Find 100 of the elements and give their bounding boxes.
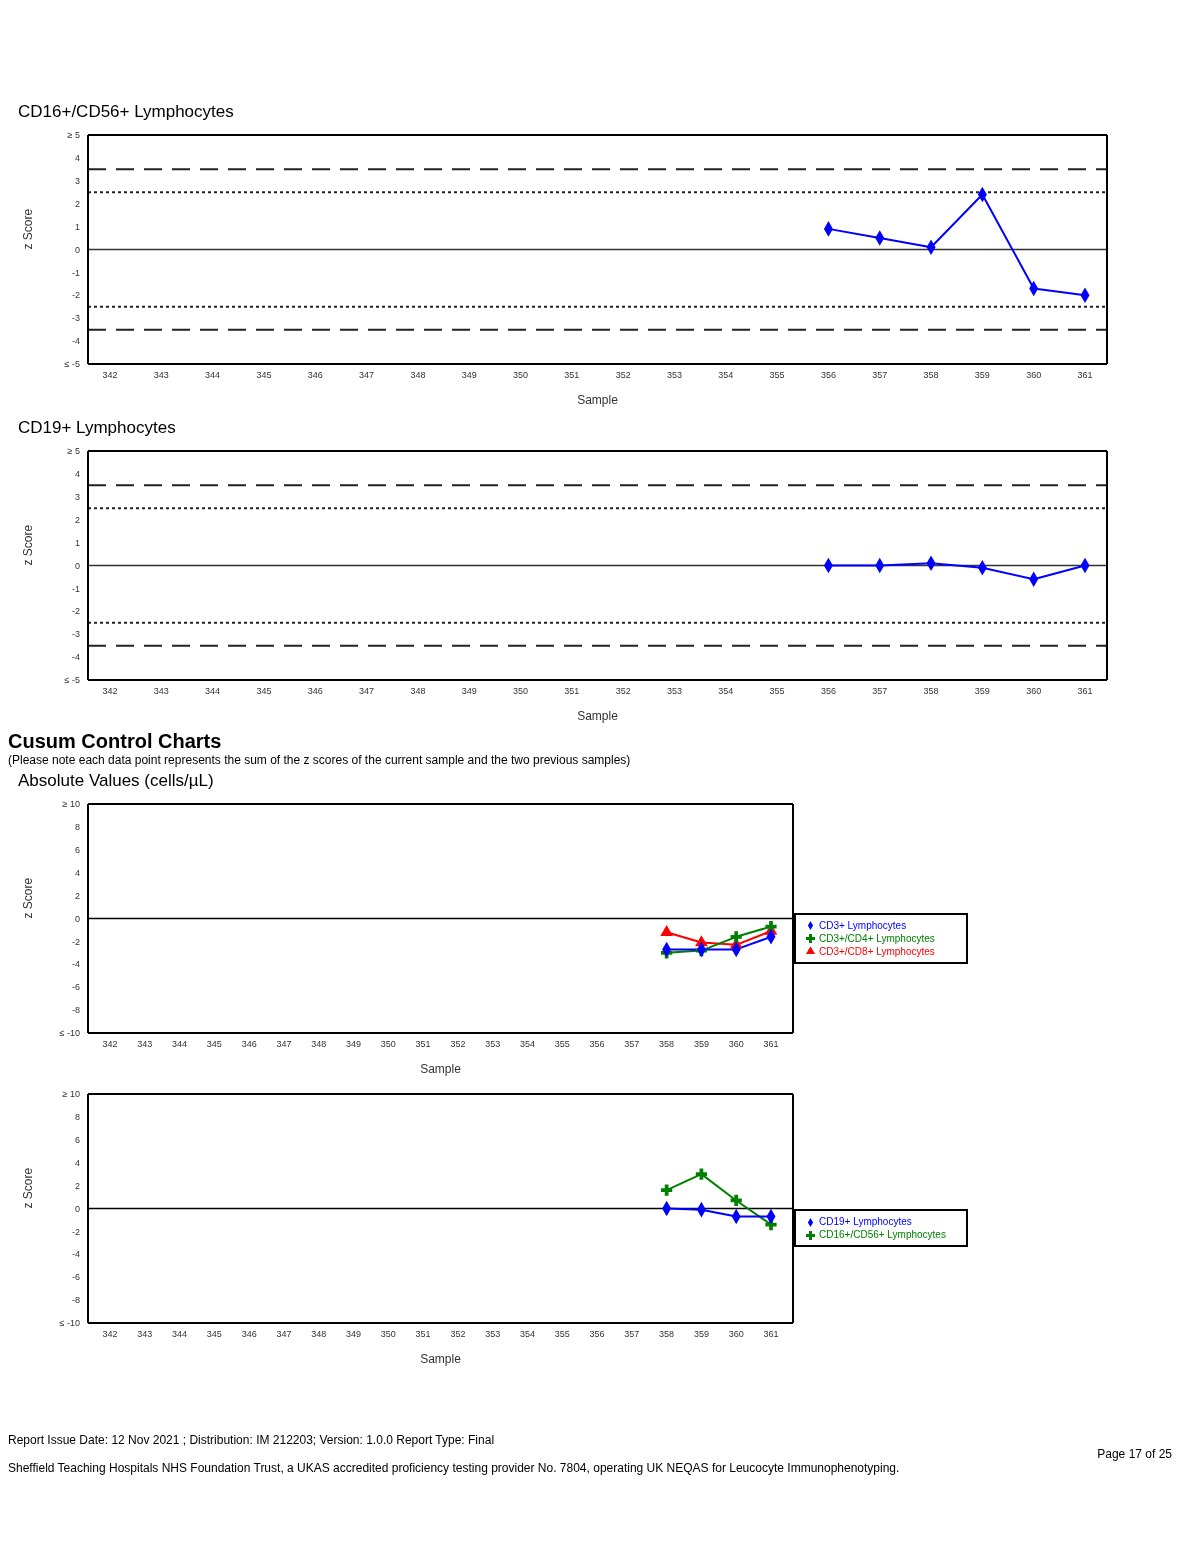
x-tick-label: 344	[172, 1329, 188, 1340]
x-tick-label: 353	[666, 370, 682, 381]
x-tick-label: 347	[359, 370, 375, 381]
y-tick-label: -2	[71, 936, 80, 947]
y-tick-label: 0	[74, 244, 80, 255]
y-tick-label: 2	[74, 514, 80, 525]
legend-label: CD3+/CD4+ Lymphocytes	[819, 932, 935, 944]
x-tick-label: 351	[415, 1329, 431, 1340]
x-tick-label: 352	[450, 1329, 466, 1340]
x-tick-label: 358	[923, 686, 939, 697]
x-tick-label: 360	[1026, 686, 1042, 697]
x-tick-label: 357	[872, 686, 888, 697]
x-tick-label: 347	[276, 1039, 292, 1050]
y-tick-label: -4	[71, 1249, 80, 1260]
x-tick-label: 348	[410, 370, 426, 381]
x-tick-label: 345	[256, 686, 272, 697]
y-tick-label: -2	[71, 290, 80, 301]
x-axis-title: Sample	[420, 1062, 462, 1076]
y-tick-label: 3	[74, 491, 80, 502]
y-tick-label: 6	[74, 1134, 80, 1145]
y-tick-label: -3	[71, 629, 80, 640]
y-tick-label: ≥ 10	[62, 799, 80, 810]
y-tick-label: -4	[71, 336, 80, 347]
text: Report Issue Date: 12 Nov 2021 ; Distribution: IM 212203; Version: 1.0.0 Report Type: Final	[8, 1433, 496, 1447]
x-tick-label: 343	[153, 370, 169, 381]
x-tick-label: 361	[1077, 370, 1093, 381]
x-tick-label: 351	[564, 686, 580, 697]
y-tick-label: -3	[71, 313, 80, 324]
x-tick-label: 356	[820, 370, 836, 381]
y-tick-label: 1	[74, 221, 80, 232]
x-tick-label: 354	[718, 370, 734, 381]
x-tick-label: 359	[974, 370, 990, 381]
x-tick-label: 356	[820, 686, 836, 697]
x-tick-label: 353	[666, 686, 682, 697]
x-tick-label: 359	[974, 686, 990, 697]
x-tick-label: 351	[564, 370, 580, 381]
x-tick-label: 342	[102, 370, 118, 381]
y-tick-label: ≤ -10	[59, 1318, 80, 1329]
y-tick-label: ≥ 10	[62, 1089, 80, 1100]
y-tick-label: 2	[74, 1180, 80, 1191]
y-tick-label: -2	[71, 1226, 80, 1237]
y-tick-label: 4	[74, 867, 80, 878]
y-tick-label: 8	[74, 1112, 80, 1123]
text: (Please note each data point represents the sum of the z scores of the current sample and the two previous samples)	[8, 753, 632, 767]
y-tick-label: 4	[74, 153, 80, 164]
x-tick-label: 357	[624, 1039, 640, 1050]
y-tick-label: ≥ 5	[67, 130, 80, 141]
x-tick-label: 355	[554, 1039, 570, 1050]
legend-label: CD3+ Lymphocytes	[819, 919, 907, 931]
x-tick-label: 349	[346, 1329, 362, 1340]
x-tick-label: 352	[615, 686, 631, 697]
x-tick-label: 348	[311, 1329, 327, 1340]
x-tick-label: 344	[205, 370, 221, 381]
x-axis-title: Sample	[577, 393, 619, 407]
y-tick-label: ≤ -5	[64, 675, 80, 686]
x-tick-label: 349	[461, 370, 477, 381]
x-axis-title: Sample	[577, 709, 619, 723]
y-axis-title: z Score	[21, 877, 36, 919]
x-tick-label: 360	[728, 1329, 744, 1340]
y-tick-label: -4	[71, 652, 80, 663]
legend-label: CD3+/CD8+ Lymphocytes	[819, 945, 935, 957]
x-tick-label: 354	[519, 1329, 535, 1340]
x-tick-label: 357	[624, 1329, 640, 1340]
x-tick-label: 355	[769, 370, 785, 381]
y-tick-label: -2	[71, 606, 80, 617]
x-tick-label: 350	[513, 370, 529, 381]
x-tick-label: 346	[241, 1039, 257, 1050]
x-tick-label: 350	[380, 1039, 396, 1050]
y-tick-label: 6	[74, 844, 80, 855]
x-tick-label: 356	[589, 1329, 605, 1340]
x-tick-label: 342	[102, 1039, 118, 1050]
y-tick-label: ≤ -5	[64, 359, 80, 370]
y-tick-label: 8	[74, 822, 80, 833]
y-tick-label: ≥ 5	[67, 446, 80, 457]
x-tick-label: 344	[205, 686, 221, 697]
x-tick-label: 346	[307, 686, 323, 697]
x-tick-label: 361	[763, 1329, 779, 1340]
chart-title: CD16+/CD56+ Lymphocytes	[18, 102, 235, 122]
x-tick-label: 342	[102, 1329, 118, 1340]
x-tick-label: 346	[307, 370, 323, 381]
y-tick-label: -6	[71, 982, 80, 993]
y-tick-label: 1	[74, 537, 80, 548]
chart-title: Absolute Values (cells/µL)	[18, 771, 215, 791]
x-tick-label: 358	[659, 1329, 675, 1340]
x-tick-label: 358	[923, 370, 939, 381]
y-axis-title: z Score	[21, 208, 36, 250]
y-tick-label: -8	[71, 1005, 80, 1016]
x-tick-label: 358	[659, 1039, 675, 1050]
x-tick-label: 359	[693, 1039, 709, 1050]
y-tick-label: -1	[71, 583, 80, 594]
x-tick-label: 354	[718, 686, 734, 697]
legend-label: CD16+/CD56+ Lymphocytes	[819, 1229, 946, 1240]
x-tick-label: 345	[206, 1039, 222, 1050]
x-tick-label: 350	[380, 1329, 396, 1340]
y-tick-label: 2	[74, 890, 80, 901]
y-tick-label: 0	[74, 913, 80, 924]
x-tick-label: 361	[1077, 686, 1093, 697]
x-tick-label: 352	[450, 1039, 466, 1050]
x-tick-label: 349	[461, 686, 477, 697]
x-tick-label: 360	[1026, 370, 1042, 381]
